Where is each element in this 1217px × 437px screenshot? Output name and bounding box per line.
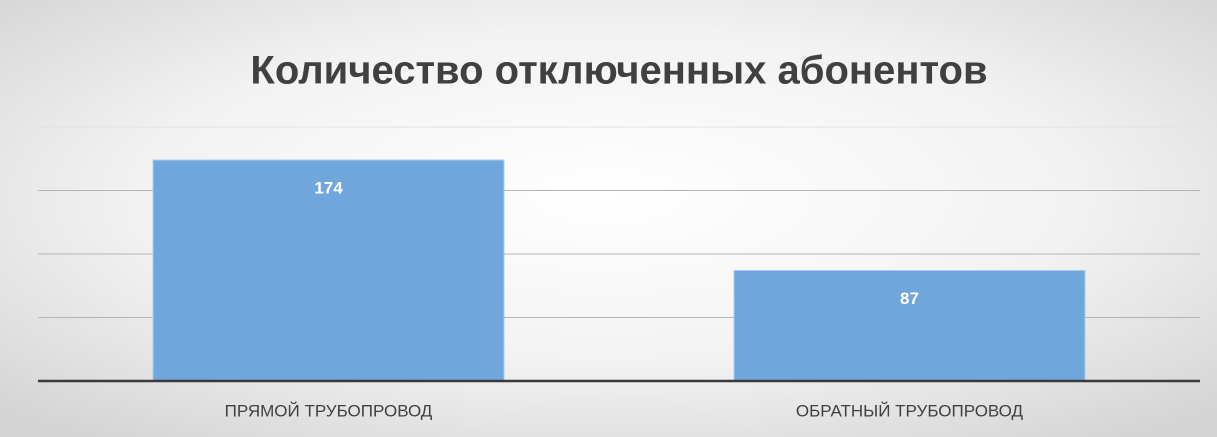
bar — [733, 270, 1086, 382]
x-tick-label: ОБРАТНЫЙ ТРУБОПРОВОД — [796, 401, 1024, 420]
data-label: 174 — [314, 179, 343, 198]
chart-title: Количество отключенных абонентов — [250, 49, 987, 93]
x-tick-label: ПРЯМОЙ ТРУБОПРОВОД — [225, 401, 433, 420]
bar — [152, 159, 505, 382]
data-label: 87 — [900, 289, 919, 308]
